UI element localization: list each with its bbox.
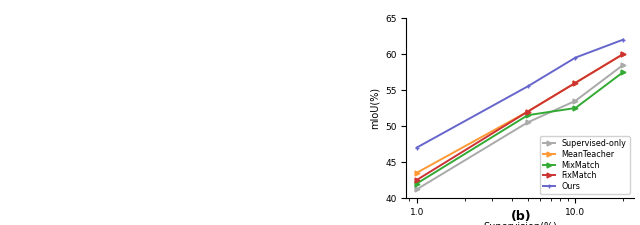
MeanTeacher (620, 53, 627, 55)
FixMatch (572, 81, 579, 84)
MixMatch (572, 107, 579, 109)
MixMatch (620, 71, 627, 73)
Ours (413, 146, 420, 149)
MeanTeacher (413, 171, 420, 174)
X-axis label: Supervision(%): Supervision(%) (483, 222, 557, 225)
Ours (524, 85, 532, 88)
Line: Ours: Ours (414, 37, 626, 150)
Y-axis label: mIoU(%): mIoU(%) (370, 87, 380, 129)
Ours (620, 38, 627, 41)
Line: MeanTeacher: MeanTeacher (414, 52, 626, 175)
Supervised-only (620, 63, 627, 66)
FixMatch (620, 53, 627, 55)
Line: Supervised-only: Supervised-only (414, 62, 626, 192)
Supervised-only (572, 99, 579, 102)
Line: FixMatch: FixMatch (414, 52, 626, 182)
Legend: Supervised-only, MeanTeacher, MixMatch, FixMatch, Ours: Supervised-only, MeanTeacher, MixMatch, … (540, 136, 630, 194)
MixMatch (413, 182, 420, 185)
FixMatch (524, 110, 532, 113)
FixMatch (413, 179, 420, 181)
MeanTeacher (572, 81, 579, 84)
Supervised-only (413, 188, 420, 191)
Ours (572, 56, 579, 59)
MixMatch (524, 114, 532, 117)
Supervised-only (524, 121, 532, 124)
MeanTeacher (524, 110, 532, 113)
Text: (b): (b) (511, 210, 532, 223)
Line: MixMatch: MixMatch (414, 70, 626, 186)
